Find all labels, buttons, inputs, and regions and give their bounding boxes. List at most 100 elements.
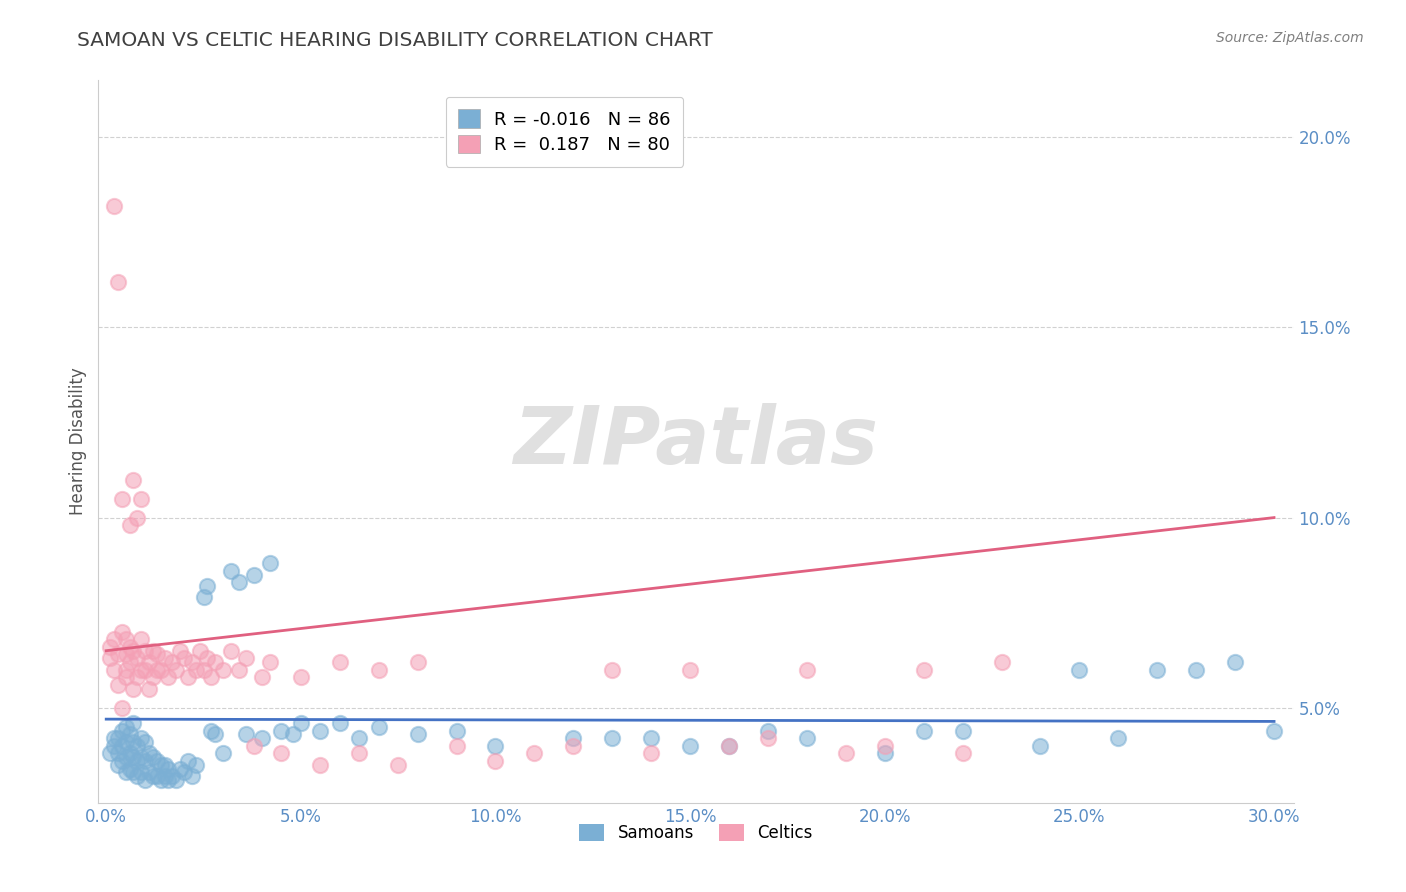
Point xyxy=(204,727,226,741)
Point xyxy=(188,643,211,657)
Point xyxy=(165,663,187,677)
Point xyxy=(103,199,125,213)
Point xyxy=(177,754,200,768)
Point xyxy=(200,723,222,738)
Point xyxy=(107,757,129,772)
Point xyxy=(122,681,145,696)
Point xyxy=(122,765,145,780)
Point xyxy=(406,655,429,669)
Point xyxy=(114,663,136,677)
Point xyxy=(600,731,623,746)
Point xyxy=(142,670,165,684)
Point xyxy=(212,663,235,677)
Point xyxy=(197,579,219,593)
Point xyxy=(111,754,134,768)
Point xyxy=(912,663,935,677)
Text: Source: ZipAtlas.com: Source: ZipAtlas.com xyxy=(1216,31,1364,45)
Point xyxy=(912,723,935,738)
Point xyxy=(562,739,585,753)
Point xyxy=(990,655,1012,669)
Point xyxy=(98,747,121,761)
Point xyxy=(309,723,332,738)
Point xyxy=(1263,723,1285,738)
Point xyxy=(1146,663,1168,677)
Point xyxy=(484,754,506,768)
Point xyxy=(162,769,184,783)
Point xyxy=(134,735,156,749)
Point xyxy=(367,720,389,734)
Point xyxy=(219,643,242,657)
Point xyxy=(1029,739,1052,753)
Point xyxy=(270,723,292,738)
Point xyxy=(111,700,134,714)
Point xyxy=(114,765,136,780)
Text: SAMOAN VS CELTIC HEARING DISABILITY CORRELATION CHART: SAMOAN VS CELTIC HEARING DISABILITY CORR… xyxy=(77,31,713,50)
Point xyxy=(290,715,312,730)
Point xyxy=(107,747,129,761)
Point xyxy=(107,275,129,289)
Point xyxy=(153,757,176,772)
Point xyxy=(756,723,779,738)
Point xyxy=(153,651,176,665)
Point xyxy=(184,663,207,677)
Point xyxy=(600,663,623,677)
Point xyxy=(98,651,121,665)
Point xyxy=(103,731,125,746)
Point xyxy=(129,731,152,746)
Point xyxy=(142,643,165,657)
Point xyxy=(114,720,136,734)
Point xyxy=(235,727,257,741)
Point xyxy=(114,670,136,684)
Point xyxy=(523,747,546,761)
Point xyxy=(114,750,136,764)
Point xyxy=(122,750,145,764)
Point xyxy=(122,473,145,487)
Point xyxy=(329,715,352,730)
Point xyxy=(177,670,200,684)
Point xyxy=(193,663,215,677)
Point xyxy=(180,769,202,783)
Point xyxy=(796,731,818,746)
Point xyxy=(165,772,187,787)
Point xyxy=(219,564,242,578)
Point xyxy=(162,655,184,669)
Point xyxy=(718,739,741,753)
Point xyxy=(127,739,149,753)
Point xyxy=(127,651,149,665)
Point xyxy=(111,723,134,738)
Point xyxy=(290,670,312,684)
Point xyxy=(259,556,281,570)
Point xyxy=(111,491,134,506)
Point xyxy=(146,663,169,677)
Point xyxy=(197,651,219,665)
Point xyxy=(129,491,152,506)
Point xyxy=(138,765,160,780)
Point xyxy=(111,624,134,639)
Text: ZIPatlas: ZIPatlas xyxy=(513,402,879,481)
Point xyxy=(134,643,156,657)
Point xyxy=(193,591,215,605)
Point xyxy=(367,663,389,677)
Point xyxy=(138,681,160,696)
Point xyxy=(114,632,136,647)
Point xyxy=(107,731,129,746)
Point xyxy=(349,747,371,761)
Point xyxy=(129,750,152,764)
Point xyxy=(640,731,662,746)
Point xyxy=(250,670,273,684)
Point xyxy=(103,632,125,647)
Point xyxy=(118,727,141,741)
Point xyxy=(146,769,169,783)
Point xyxy=(149,663,172,677)
Point xyxy=(1223,655,1246,669)
Point xyxy=(406,727,429,741)
Point xyxy=(146,754,169,768)
Point xyxy=(149,772,172,787)
Point xyxy=(118,640,141,654)
Point xyxy=(107,648,129,662)
Point xyxy=(484,739,506,753)
Point xyxy=(184,757,207,772)
Point xyxy=(212,747,235,761)
Point xyxy=(127,510,149,524)
Point xyxy=(118,747,141,761)
